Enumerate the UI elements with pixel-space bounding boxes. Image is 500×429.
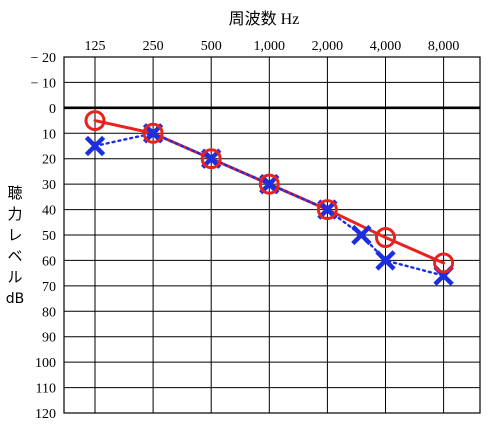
x-tick-label: 250 [143,39,164,54]
y-tick-label: 70 [42,280,56,295]
cross-marker [351,224,372,246]
y-axis-label-char: 力 [7,205,22,223]
cross-marker [375,250,396,271]
x-tick-labels: 125 250 500 1,000 2,000 4,000 8,000 [85,39,460,54]
y-tick-label: 120 [35,407,56,422]
y-tick-label: 90 [42,331,56,346]
y-tick-label: 50 [42,229,56,244]
y-tick-label: 100 [35,356,56,371]
x-tick-label: 125 [85,39,106,54]
cross-marker [201,148,222,169]
cross-marker [142,123,164,144]
y-tick-label: 80 [42,305,56,320]
cross-marker [317,199,338,220]
y-tick-label: 0 [49,102,56,117]
plot-frame [63,56,481,414]
y-axis-label-char: ベ [7,247,22,265]
y-tick-label: 20 [42,153,56,168]
x-tick-label: 2,000 [312,39,344,54]
circle-marker [433,252,455,274]
y-tick-label: 30 [42,178,56,193]
y-tick-label: 40 [42,204,56,219]
y-axis-label-char: 聴 [7,184,22,202]
y-tick-label: 10 [42,127,56,142]
x-tick-label: 8,000 [428,39,460,54]
x-tick-label: 1,000 [254,39,286,54]
y-axis-label-char: レ [7,226,22,244]
x-tick-label: 4,000 [370,39,402,54]
cross-marker [84,135,106,157]
circle-marker [142,122,164,144]
y-axis-label-char: ル [7,268,22,286]
y-tick-label: − 20 [31,51,56,66]
circle-marker [84,110,106,132]
series-line [93,132,445,277]
circle-marker [258,173,280,195]
circle-marker [316,199,338,221]
y-tick-labels: − 20 − 10 0 10 20 30 40 50 60 70 80 90 100 110 120 [31,51,56,422]
chart-grid [63,56,481,414]
circle-marker [200,148,222,170]
cross-marker [259,173,280,195]
x-tick-label: 500 [201,39,222,54]
chart-title: 周波数 Hz [229,10,300,28]
y-tick-label: − 10 [31,76,56,91]
y-tick-label: 60 [42,254,56,269]
y-axis-label-char: dB [6,291,25,307]
chart-series [84,110,455,286]
circle-marker [375,227,396,249]
y-tick-label: 110 [36,382,56,397]
